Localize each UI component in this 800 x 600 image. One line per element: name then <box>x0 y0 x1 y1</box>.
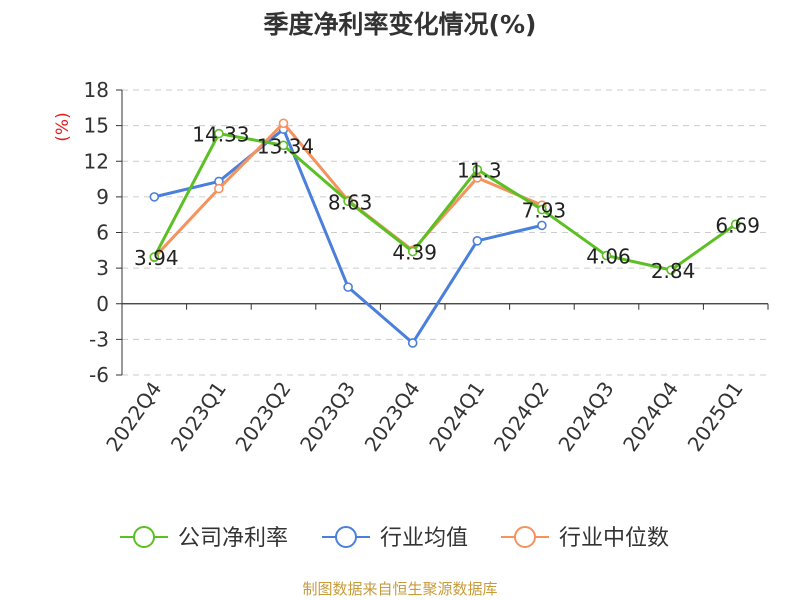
y-tick-label: 15 <box>84 114 109 138</box>
data-point <box>214 128 224 139</box>
data-point <box>343 282 353 292</box>
legend-swatch-marker <box>133 526 155 548</box>
data-label: 3.94 <box>134 246 179 270</box>
data-point <box>149 192 160 202</box>
data-point <box>537 204 547 215</box>
y-tick-label: 0 <box>96 292 109 316</box>
y-tick-label: 6 <box>96 221 109 245</box>
x-tick-label: 2023Q3 <box>295 377 360 456</box>
data-point <box>149 252 160 262</box>
y-unit-label: (%) <box>53 112 73 141</box>
data-point <box>537 220 547 231</box>
legend-label: 行业均值 <box>380 526 468 551</box>
chart-title: 季度净利率变化情况(%) <box>264 10 537 39</box>
x-tick-label: 2024Q1 <box>424 377 489 456</box>
y-tick-label: 9 <box>96 185 109 209</box>
legend: 公司净利率 行业均值 行业中位数 <box>120 526 669 551</box>
y-tick-label: -3 <box>89 327 109 351</box>
data-label: 14.33 <box>192 123 249 147</box>
data-point <box>472 236 483 246</box>
x-tick-label: 2024Q3 <box>553 377 618 456</box>
data-point <box>214 183 224 194</box>
data-point <box>472 164 483 175</box>
data-point <box>407 246 418 257</box>
series-group <box>149 118 741 348</box>
data-point <box>730 219 741 230</box>
legend-label: 公司净利率 <box>178 526 288 551</box>
data-label: 8.63 <box>328 190 373 214</box>
data-point <box>278 140 289 151</box>
data-point <box>343 196 353 207</box>
x-tick-label: 2023Q1 <box>166 377 231 456</box>
data-label: 2.84 <box>651 259 696 283</box>
data-point <box>601 250 612 261</box>
data-label: 4.39 <box>392 241 437 265</box>
x-tick-label: 2023Q4 <box>360 377 425 456</box>
grid-lines <box>122 89 768 376</box>
data-point <box>407 338 418 348</box>
source-note: 制图数据来自恒生聚源数据库 <box>302 580 497 598</box>
data-label: 4.06 <box>586 245 631 269</box>
data-label: 6.69 <box>715 213 760 237</box>
data-labels: 3.94 14.33 13.34 8.63 4.39 11.3 7.93 4.06 2.84 6.… <box>134 123 760 283</box>
x-tick-label: 2025Q1 <box>683 377 748 456</box>
y-tick-label: 12 <box>84 149 109 173</box>
data-label: 11.3 <box>457 159 502 183</box>
legend-swatch-marker <box>335 526 357 548</box>
data-point <box>278 118 289 129</box>
x-tick-label: 2024Q4 <box>618 377 683 456</box>
y-tick-label: 3 <box>96 256 109 280</box>
data-label: 13.34 <box>257 134 314 158</box>
legend-label: 行业中位数 <box>559 526 669 551</box>
legend-swatch-marker <box>514 526 536 548</box>
x-tick-label: 2024Q2 <box>489 377 554 456</box>
y-tick-label: 18 <box>84 78 109 102</box>
data-point <box>666 265 676 275</box>
y-tick-label: -6 <box>89 363 109 387</box>
series-line <box>152 132 737 272</box>
data-label: 7.93 <box>522 199 567 223</box>
x-tick-label: 2022Q4 <box>101 377 166 456</box>
x-tick-label: 2023Q2 <box>230 377 295 456</box>
